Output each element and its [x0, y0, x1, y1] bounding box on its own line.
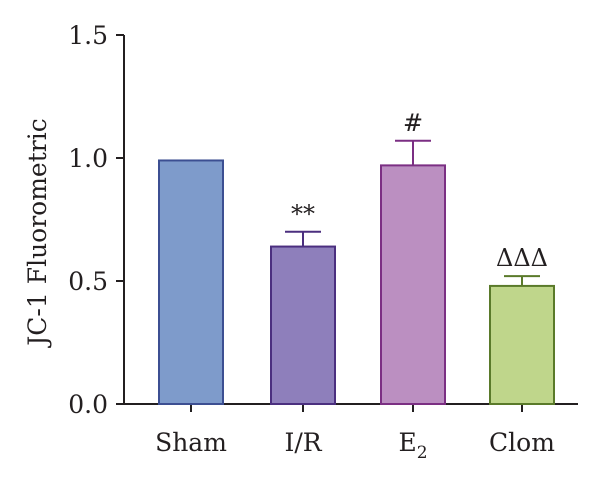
y-tick-label: 0.5 — [68, 267, 108, 296]
x-tick-label-main: Clom — [489, 428, 555, 457]
significance-annotations: ** # ΔΔΔ — [291, 109, 548, 272]
bar — [158, 159, 224, 405]
x-tick-label-subscript: 2 — [417, 443, 428, 463]
y-tick-label: 1.0 — [68, 144, 108, 173]
significance-marker: ΔΔΔ — [496, 244, 548, 272]
y-axis-label: JC-1 Fluorometric — [23, 118, 52, 348]
x-tick-labels: Sham I/R E2 Clom — [155, 428, 555, 463]
x-tick-label: Sham — [155, 428, 227, 457]
significance-marker: # — [403, 109, 423, 137]
x-tick-label: Clom — [489, 428, 555, 457]
x-tick-label-main: I/R — [284, 428, 322, 457]
x-tick-label: E2 — [398, 428, 427, 463]
x-tick-label-main: E — [398, 428, 416, 457]
x-tick-label-main: Sham — [155, 428, 227, 457]
x-tick-label: I/R — [284, 428, 322, 457]
error-bars — [285, 139, 540, 286]
y-tick-label: 1.5 — [68, 21, 108, 50]
y-axis-label-group: JC-1 Fluorometric — [23, 118, 52, 348]
significance-marker: ** — [291, 200, 315, 228]
bar — [270, 245, 336, 405]
bar — [380, 164, 446, 405]
y-tick-label: 0.0 — [68, 390, 108, 419]
bars — [158, 159, 555, 406]
bar — [489, 284, 555, 406]
